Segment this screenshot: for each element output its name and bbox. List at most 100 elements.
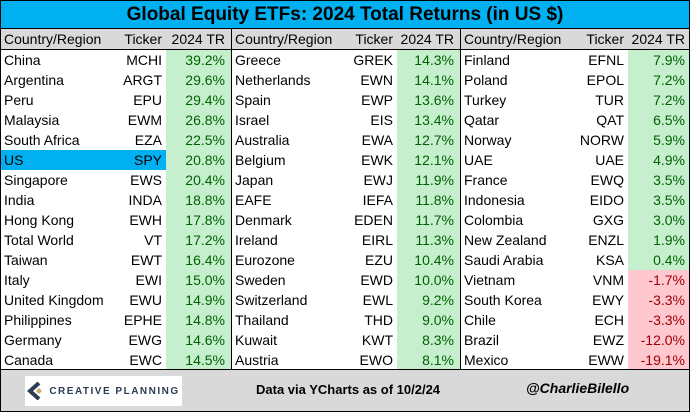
column-header: Ticker: [124, 31, 162, 47]
table-row: US SPY 20.8%: [1, 150, 231, 170]
country-cell: United Kingdom: [4, 292, 104, 308]
table-row: Turkey TUR 7.2%: [461, 90, 689, 110]
return-cell: 7.9%: [628, 50, 689, 70]
return-cell: 14.5%: [166, 350, 231, 370]
table-row: Ireland EIRL 11.3%: [232, 230, 460, 250]
return-cell: 14.3%: [397, 50, 460, 70]
ticker-cell: GREK: [353, 52, 393, 68]
ticker-cell: KSA: [595, 252, 624, 268]
table-row: Eurozone EZU 10.4%: [232, 250, 460, 270]
ticker-cell: THD: [364, 312, 393, 328]
ticker-cell: ENZL: [588, 232, 624, 248]
country-cell: Hong Kong: [4, 212, 75, 228]
return-cell: -3.3%: [628, 290, 689, 310]
ticker-cell: VT: [144, 232, 162, 248]
ticker-cell: ARGT: [123, 72, 162, 88]
return-cell: 15.0%: [166, 270, 231, 290]
return-cell: 10.4%: [397, 250, 460, 270]
table-row: EAFE IEFA 11.8%: [232, 190, 460, 210]
table-row: Spain EWP 13.6%: [232, 90, 460, 110]
country-cell: UAE: [464, 152, 493, 168]
table-row: France EWQ 3.5%: [461, 170, 689, 190]
country-cell: Qatar: [464, 112, 500, 128]
table-row: Malaysia EWM 26.8%: [1, 110, 231, 130]
ticker-cell: EWI: [135, 272, 162, 288]
country-cell: Israel: [235, 112, 270, 128]
chart-title: Global Equity ETFs: 2024 Total Returns (…: [1, 1, 689, 29]
return-cell: 20.8%: [166, 150, 231, 170]
country-cell: US: [1, 150, 121, 170]
return-cell: 5.9%: [628, 130, 689, 150]
country-cell: EAFE: [235, 192, 272, 208]
table-row: Argentina ARGT 29.6%: [1, 70, 231, 90]
return-cell: 13.6%: [397, 90, 460, 110]
return-cell: 9.0%: [397, 310, 460, 330]
return-cell: 12.1%: [397, 150, 460, 170]
ticker-cell: KWT: [361, 332, 393, 348]
country-cell: Chile: [464, 312, 496, 328]
return-cell: 4.9%: [628, 150, 689, 170]
table-row: Belgium EWK 12.1%: [232, 150, 460, 170]
table-row: Norway NORW 5.9%: [461, 130, 689, 150]
country-cell: Peru: [4, 92, 34, 108]
return-cell: -3.3%: [628, 310, 689, 330]
ticker-cell: EWY: [592, 292, 624, 308]
return-cell: 3.0%: [628, 210, 689, 230]
table-row: South Korea EWY -3.3%: [461, 290, 689, 310]
country-cell: Poland: [464, 72, 508, 88]
country-cell: New Zealand: [464, 232, 547, 248]
table-row: Austria EWO 8.1%: [232, 350, 460, 370]
country-cell: Vietnam: [464, 272, 516, 288]
return-cell: 8.1%: [397, 350, 460, 370]
table-row: Netherlands EWN 14.1%: [232, 70, 460, 90]
table-row: Total World VT 17.2%: [1, 230, 231, 250]
table-row: Australia EWA 12.7%: [232, 130, 460, 150]
ticker-cell: EWK: [361, 152, 393, 168]
column-header: Country/Region: [4, 31, 102, 47]
table-row: Brazil EWZ -12.0%: [461, 330, 689, 350]
column-header: Country/Region: [464, 31, 562, 47]
return-cell: -19.1%: [628, 350, 689, 370]
column-header: Country/Region: [235, 31, 333, 47]
ticker-cell: EWZ: [592, 332, 624, 348]
table-row: Kuwait KWT 8.3%: [232, 330, 460, 350]
table-block-2: Country/Region Ticker 2024 TR Greece GREK 14.…: [232, 29, 461, 370]
country-cell: South Korea: [464, 292, 542, 308]
table-row: Qatar QAT 6.5%: [461, 110, 689, 130]
header-row: Country/Region Ticker 2024 TR: [461, 29, 689, 50]
table-row: Italy EWI 15.0%: [1, 270, 231, 290]
table-row: India INDA 18.8%: [1, 190, 231, 210]
country-cell: Kuwait: [235, 332, 278, 348]
footer: CREATIVE PLANNING Data via YCharts as of…: [1, 369, 689, 411]
return-cell: 0.4%: [628, 250, 689, 270]
column-header: Ticker: [355, 31, 393, 47]
ticker-cell: NORW: [579, 132, 624, 148]
column-header: 2024 TR: [631, 31, 685, 47]
table-row: Chile ECH -3.3%: [461, 310, 689, 330]
ticker-cell: EZA: [134, 132, 162, 148]
return-cell: 29.6%: [166, 70, 231, 90]
table-row: Indonesia EIDO 3.5%: [461, 190, 689, 210]
ticker-cell: IEFA: [362, 192, 393, 208]
ticker-cell: EWD: [360, 272, 393, 288]
ticker-cell: EPHE: [123, 312, 162, 328]
country-cell: Indonesia: [464, 192, 525, 208]
ticker-cell: EIDO: [589, 192, 624, 208]
ticker-cell: QAT: [596, 112, 624, 128]
return-cell: -1.7%: [628, 270, 689, 290]
ticker-cell: EWU: [129, 292, 162, 308]
country-cell: Austria: [235, 352, 279, 368]
country-cell: Japan: [235, 172, 274, 188]
return-cell: 7.2%: [628, 90, 689, 110]
column-header: 2024 TR: [400, 31, 454, 47]
return-cell: 14.1%: [397, 70, 460, 90]
table-row: New Zealand ENZL 1.9%: [461, 230, 689, 250]
author-handle: @CharlieBilello: [526, 380, 630, 396]
return-cell: 39.2%: [166, 50, 231, 70]
return-cell: 3.5%: [628, 170, 689, 190]
country-cell: Denmark: [235, 212, 292, 228]
logo-mark-icon: [27, 382, 43, 400]
country-cell: Belgium: [235, 152, 286, 168]
ticker-cell: EIS: [370, 112, 393, 128]
